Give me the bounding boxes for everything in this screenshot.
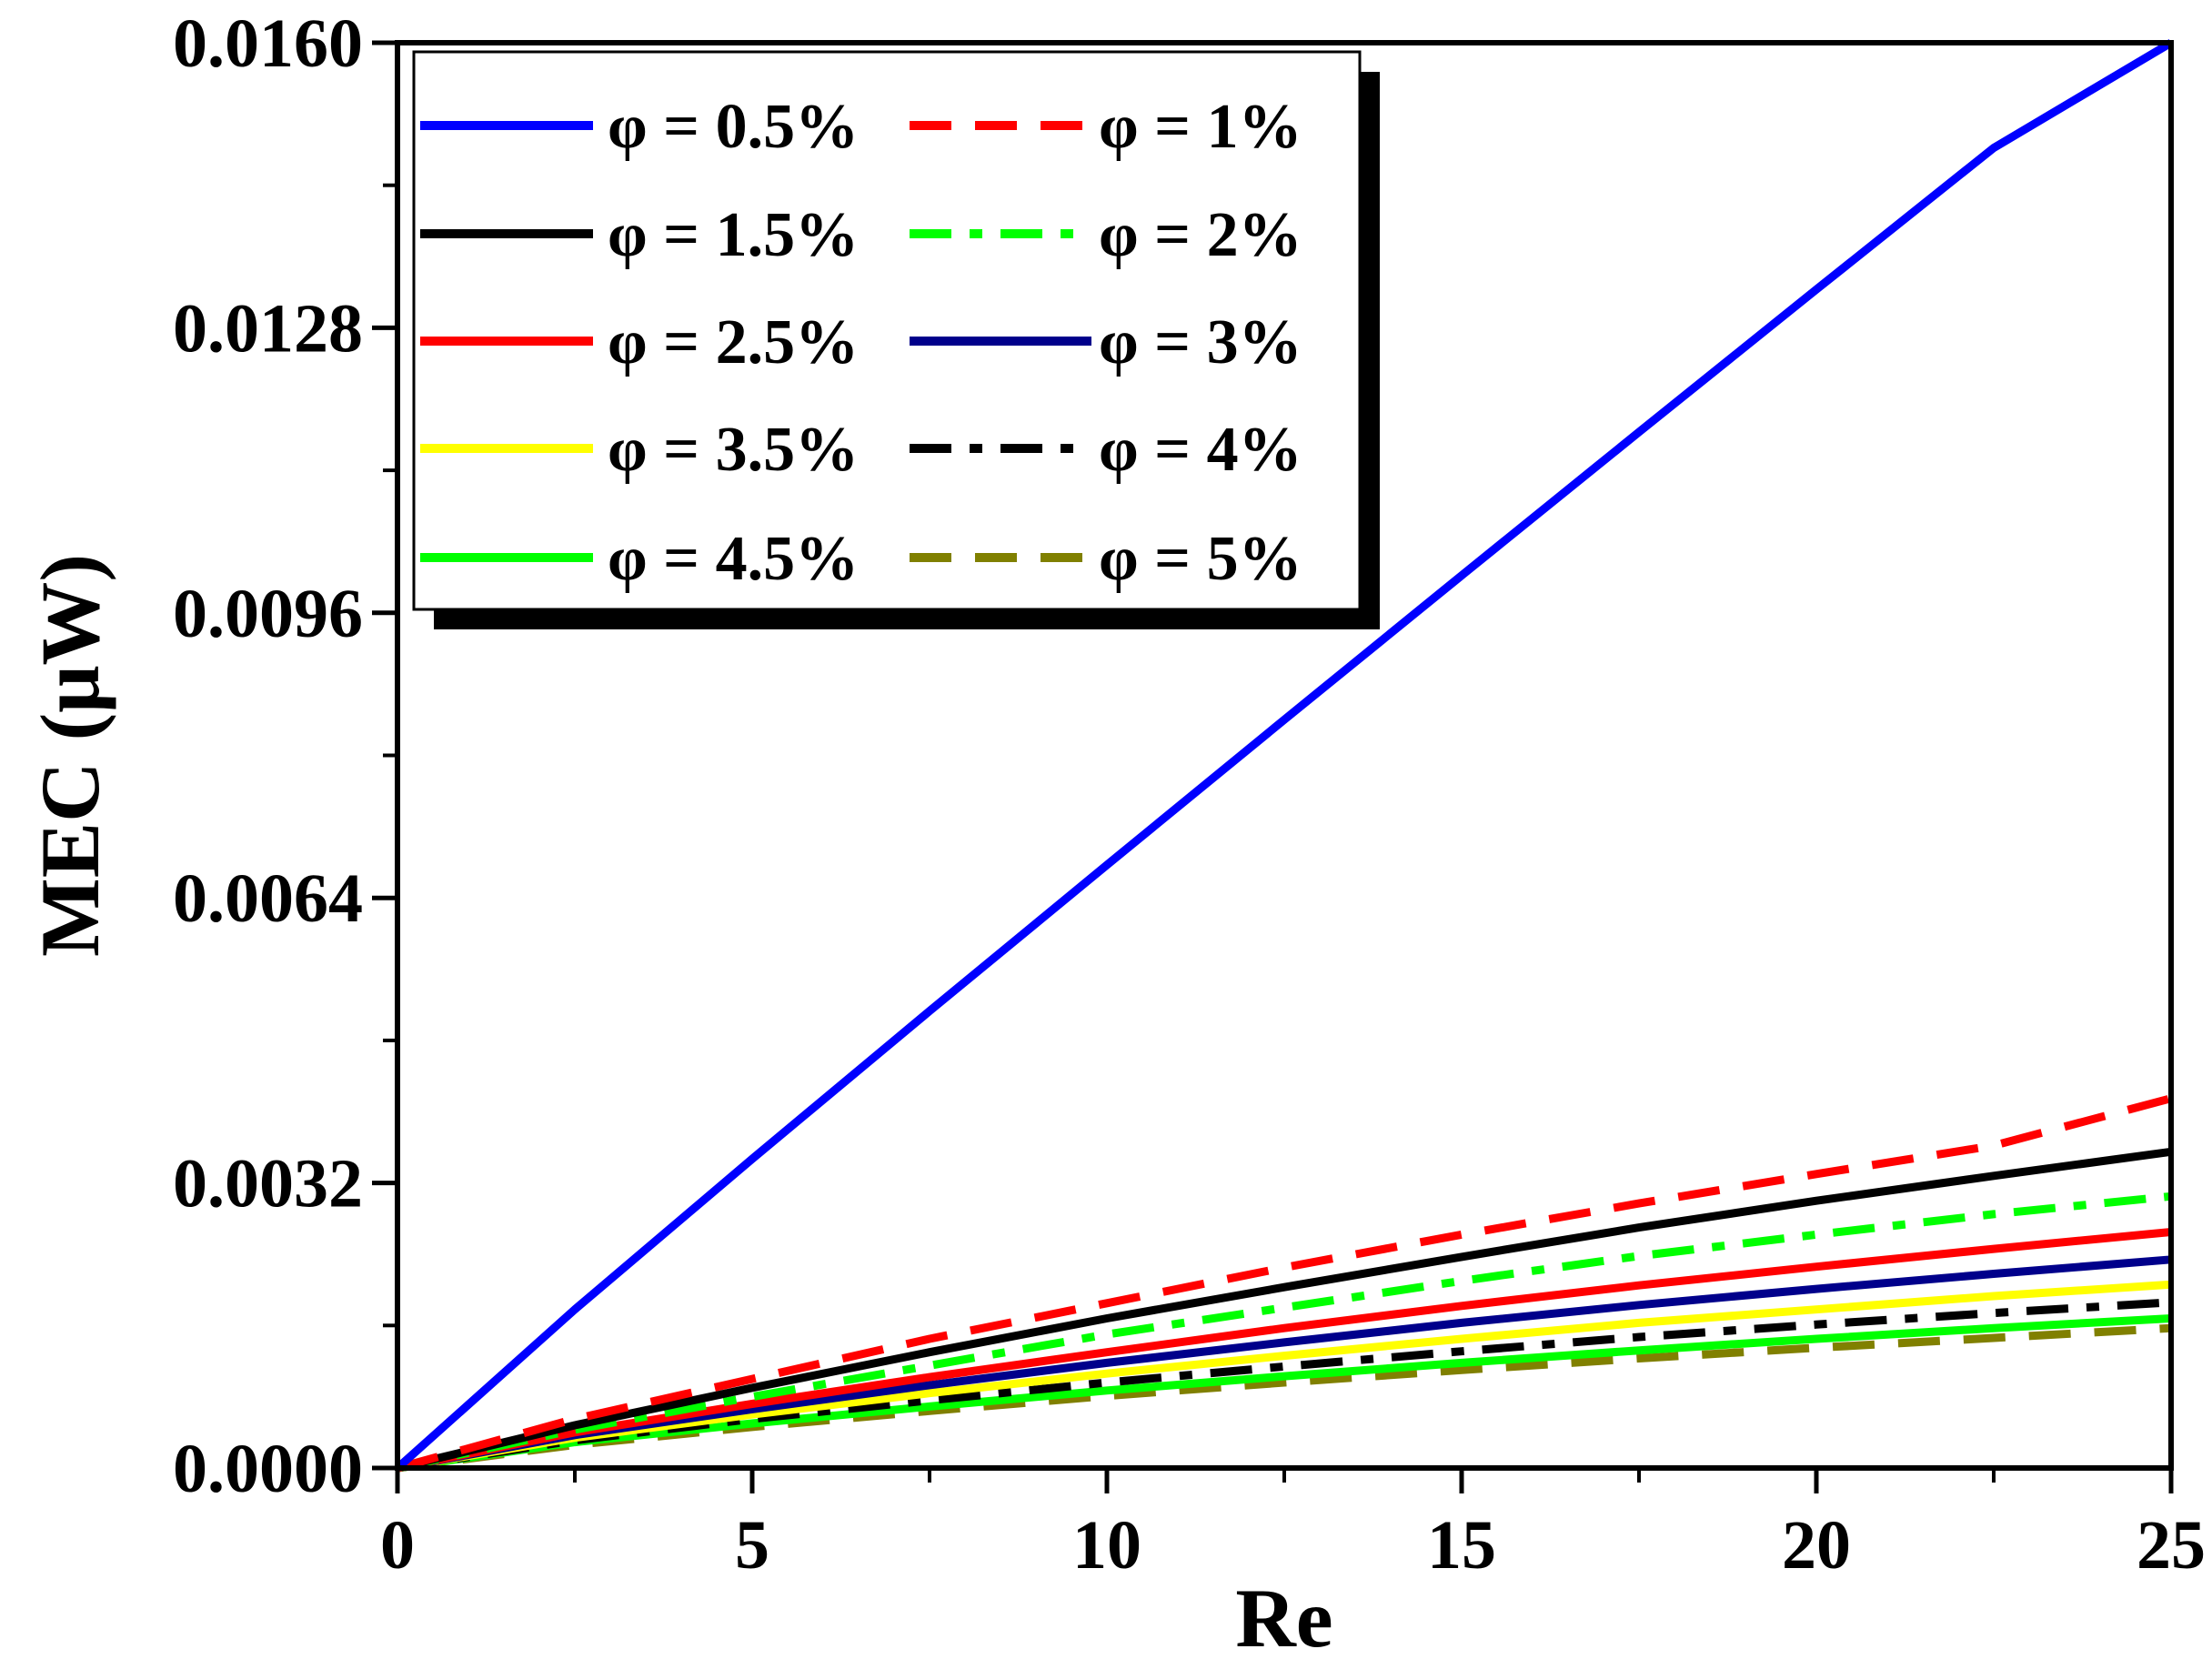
y-tick-label: 0.0160 [173, 5, 363, 82]
y-tick-label: 0.0000 [173, 1431, 363, 1507]
series-line-7 [397, 1280, 2172, 1473]
y-tick-label: 0.0064 [173, 860, 363, 937]
x-axis-title: Re [1235, 1572, 1332, 1659]
axes: 0 5 10 15 20 25 0.0000 0.0032 0.0064 0.0096 0.0128… [173, 5, 2206, 1584]
legend-label-9: φ = 4.5% [608, 524, 859, 594]
legend-label-5: φ = 2.5% [608, 307, 859, 377]
y-tick-label: 0.0032 [173, 1146, 363, 1222]
legend-box [412, 50, 1362, 611]
legend-label-10: φ = 5% [1099, 524, 1302, 594]
legend-label-8: φ = 4% [1099, 415, 1302, 485]
y-axis-title: MEC (μW) [24, 554, 116, 957]
series-line-2 [396, 1094, 2173, 1473]
series-line-5 [397, 1228, 2172, 1473]
series-line-6 [397, 1255, 2172, 1473]
series-line-3 [396, 1147, 2172, 1473]
x-tick-label: 25 [2137, 1507, 2206, 1584]
legend-label-4: φ = 2% [1099, 200, 1302, 270]
legend-label-1: φ = 0.5% [608, 92, 859, 162]
legend-label-7: φ = 3.5% [608, 415, 859, 485]
x-tick-label: 20 [1782, 1507, 1851, 1584]
x-tick-label: 5 [735, 1507, 769, 1584]
y-tick-label: 0.0096 [173, 576, 363, 652]
x-tick-label: 10 [1072, 1507, 1141, 1584]
legend-label-6: φ = 3% [1099, 307, 1302, 377]
series-line-4 [397, 1191, 2172, 1473]
series-line-1 [395, 39, 2174, 1472]
x-tick-label: 0 [380, 1507, 415, 1584]
x-tick-label: 15 [1427, 1507, 1496, 1584]
series-lines [395, 39, 2174, 1473]
y-tick-label: 0.0128 [173, 290, 363, 367]
legend: φ = 0.5% φ = 1% φ = 1.5% φ = 2% φ = 2.5% φ = … [412, 50, 1380, 629]
legend-label-2: φ = 1% [1099, 92, 1302, 162]
legend-label-3: φ = 1.5% [608, 200, 859, 270]
